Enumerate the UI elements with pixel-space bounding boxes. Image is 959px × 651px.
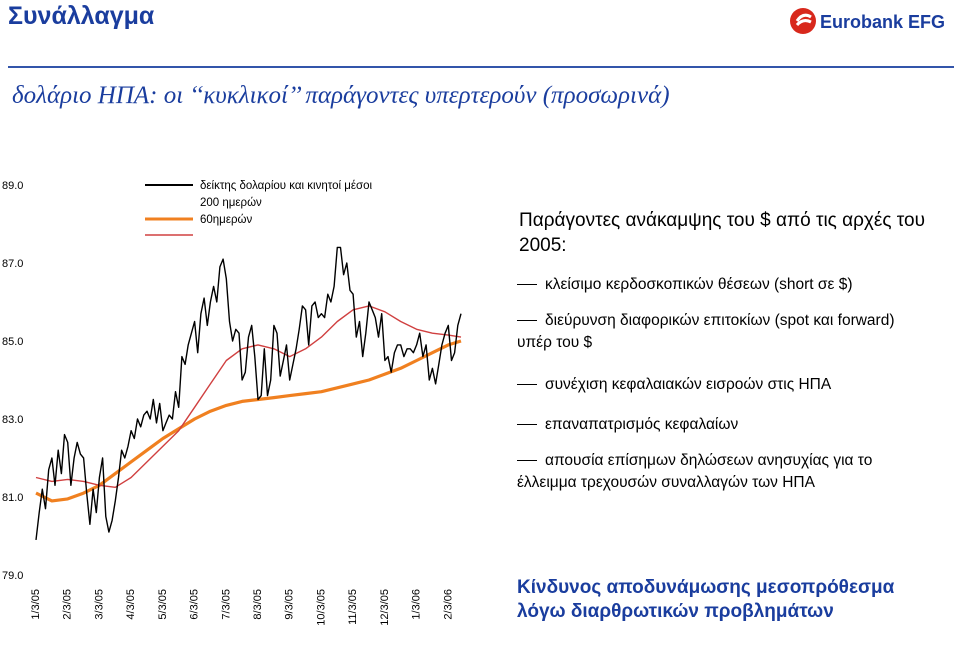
list-item: διεύρυνση διαφορικών επιτοκίων (spot και… [517,310,927,354]
x-tick-label: 3/3/05 [93,589,105,620]
y-tick-label: 87.0 [2,258,23,270]
list-item: απουσία επίσημων δηλώσεων ανησυχίας για … [517,450,927,494]
list-item-text: απουσία επίσημων δηλώσεων ανησυχίας για … [517,452,873,491]
logo-text: Eurobank EFG [820,12,946,32]
x-tick-label: 9/3/05 [284,589,296,620]
list-item: κλείσιμο κερδοσκοπικών θέσεων (short σε … [517,274,927,296]
dash-icon [517,460,537,462]
list-item-text: διεύρυνση διαφορικών επιτοκίων (spot και… [517,312,895,351]
series-line-0 [35,246,462,540]
dash-icon [517,424,537,426]
x-tick-label: 7/3/05 [220,589,232,620]
list-item: επαναπατρισμός κεφαλαίων [517,414,927,436]
legend-entry-60: 60ημερών [200,214,252,226]
list-item-text: επαναπατρισμός κεφαλαίων [545,416,739,433]
dash-icon [517,284,537,286]
y-tick-label: 83.0 [2,414,23,426]
x-tick-label: 12/3/05 [379,589,391,626]
factors-heading: Παράγοντες ανάκαμψης του $ από τις αρχές… [519,210,925,256]
dollar-index-chart: 89.0 87.0 85.0 83.0 81.0 79.0 1/3/05 2/3/05 3/3… [2,180,462,626]
y-tick-label: 89.0 [2,180,23,192]
series-line-2 [35,305,462,488]
x-tick-label: 5/3/05 [157,589,169,620]
dash-icon [517,320,537,322]
risk-note: Κίνδυνος αποδυνάμωσης μεσοπρόθεσμα λόγω … [517,577,895,622]
list-item-text: συνέχιση κεφαλαιακών εισροών στις ΗΠΑ [545,376,832,393]
slide-subtitle: δολάριο ΗΠΑ: οι ‘‘κυκλικοί’’ παράγοντες … [12,82,670,109]
series-line-1 [35,339,462,503]
y-tick-label: 85.0 [2,336,23,348]
eurobank-logo: Eurobank EFG [788,4,954,40]
header-divider [8,66,954,68]
x-tick-label: 2/3/05 [62,589,74,620]
x-tick-label: 1/3/05 [30,589,42,620]
list-item-text: κλείσιμο κερδοσκοπικών θέσεων (short σε … [545,276,853,293]
x-tick-label: 4/3/05 [125,589,137,620]
x-tick-label: 6/3/05 [189,589,201,620]
x-tick-label: 11/3/05 [347,589,359,625]
logo-mark-icon [790,8,816,34]
x-tick-label: 1/3/06 [411,589,423,620]
dash-icon [517,384,537,386]
y-tick-label: 81.0 [2,492,23,504]
legend-entry-200: 200 ημερών [200,197,262,209]
list-item: συνέχιση κεφαλαιακών εισροών στις ΗΠΑ [517,374,927,396]
x-tick-label: 8/3/05 [252,589,264,620]
page-title: Συνάλλαγμα [8,2,155,30]
x-tick-label: 10/3/05 [315,589,327,626]
x-tick-label: 2/3/06 [442,589,454,620]
legend-header: δείκτης δολαρίου και κινητοί μέσοι [200,180,373,192]
y-tick-label: 79.0 [2,570,23,582]
